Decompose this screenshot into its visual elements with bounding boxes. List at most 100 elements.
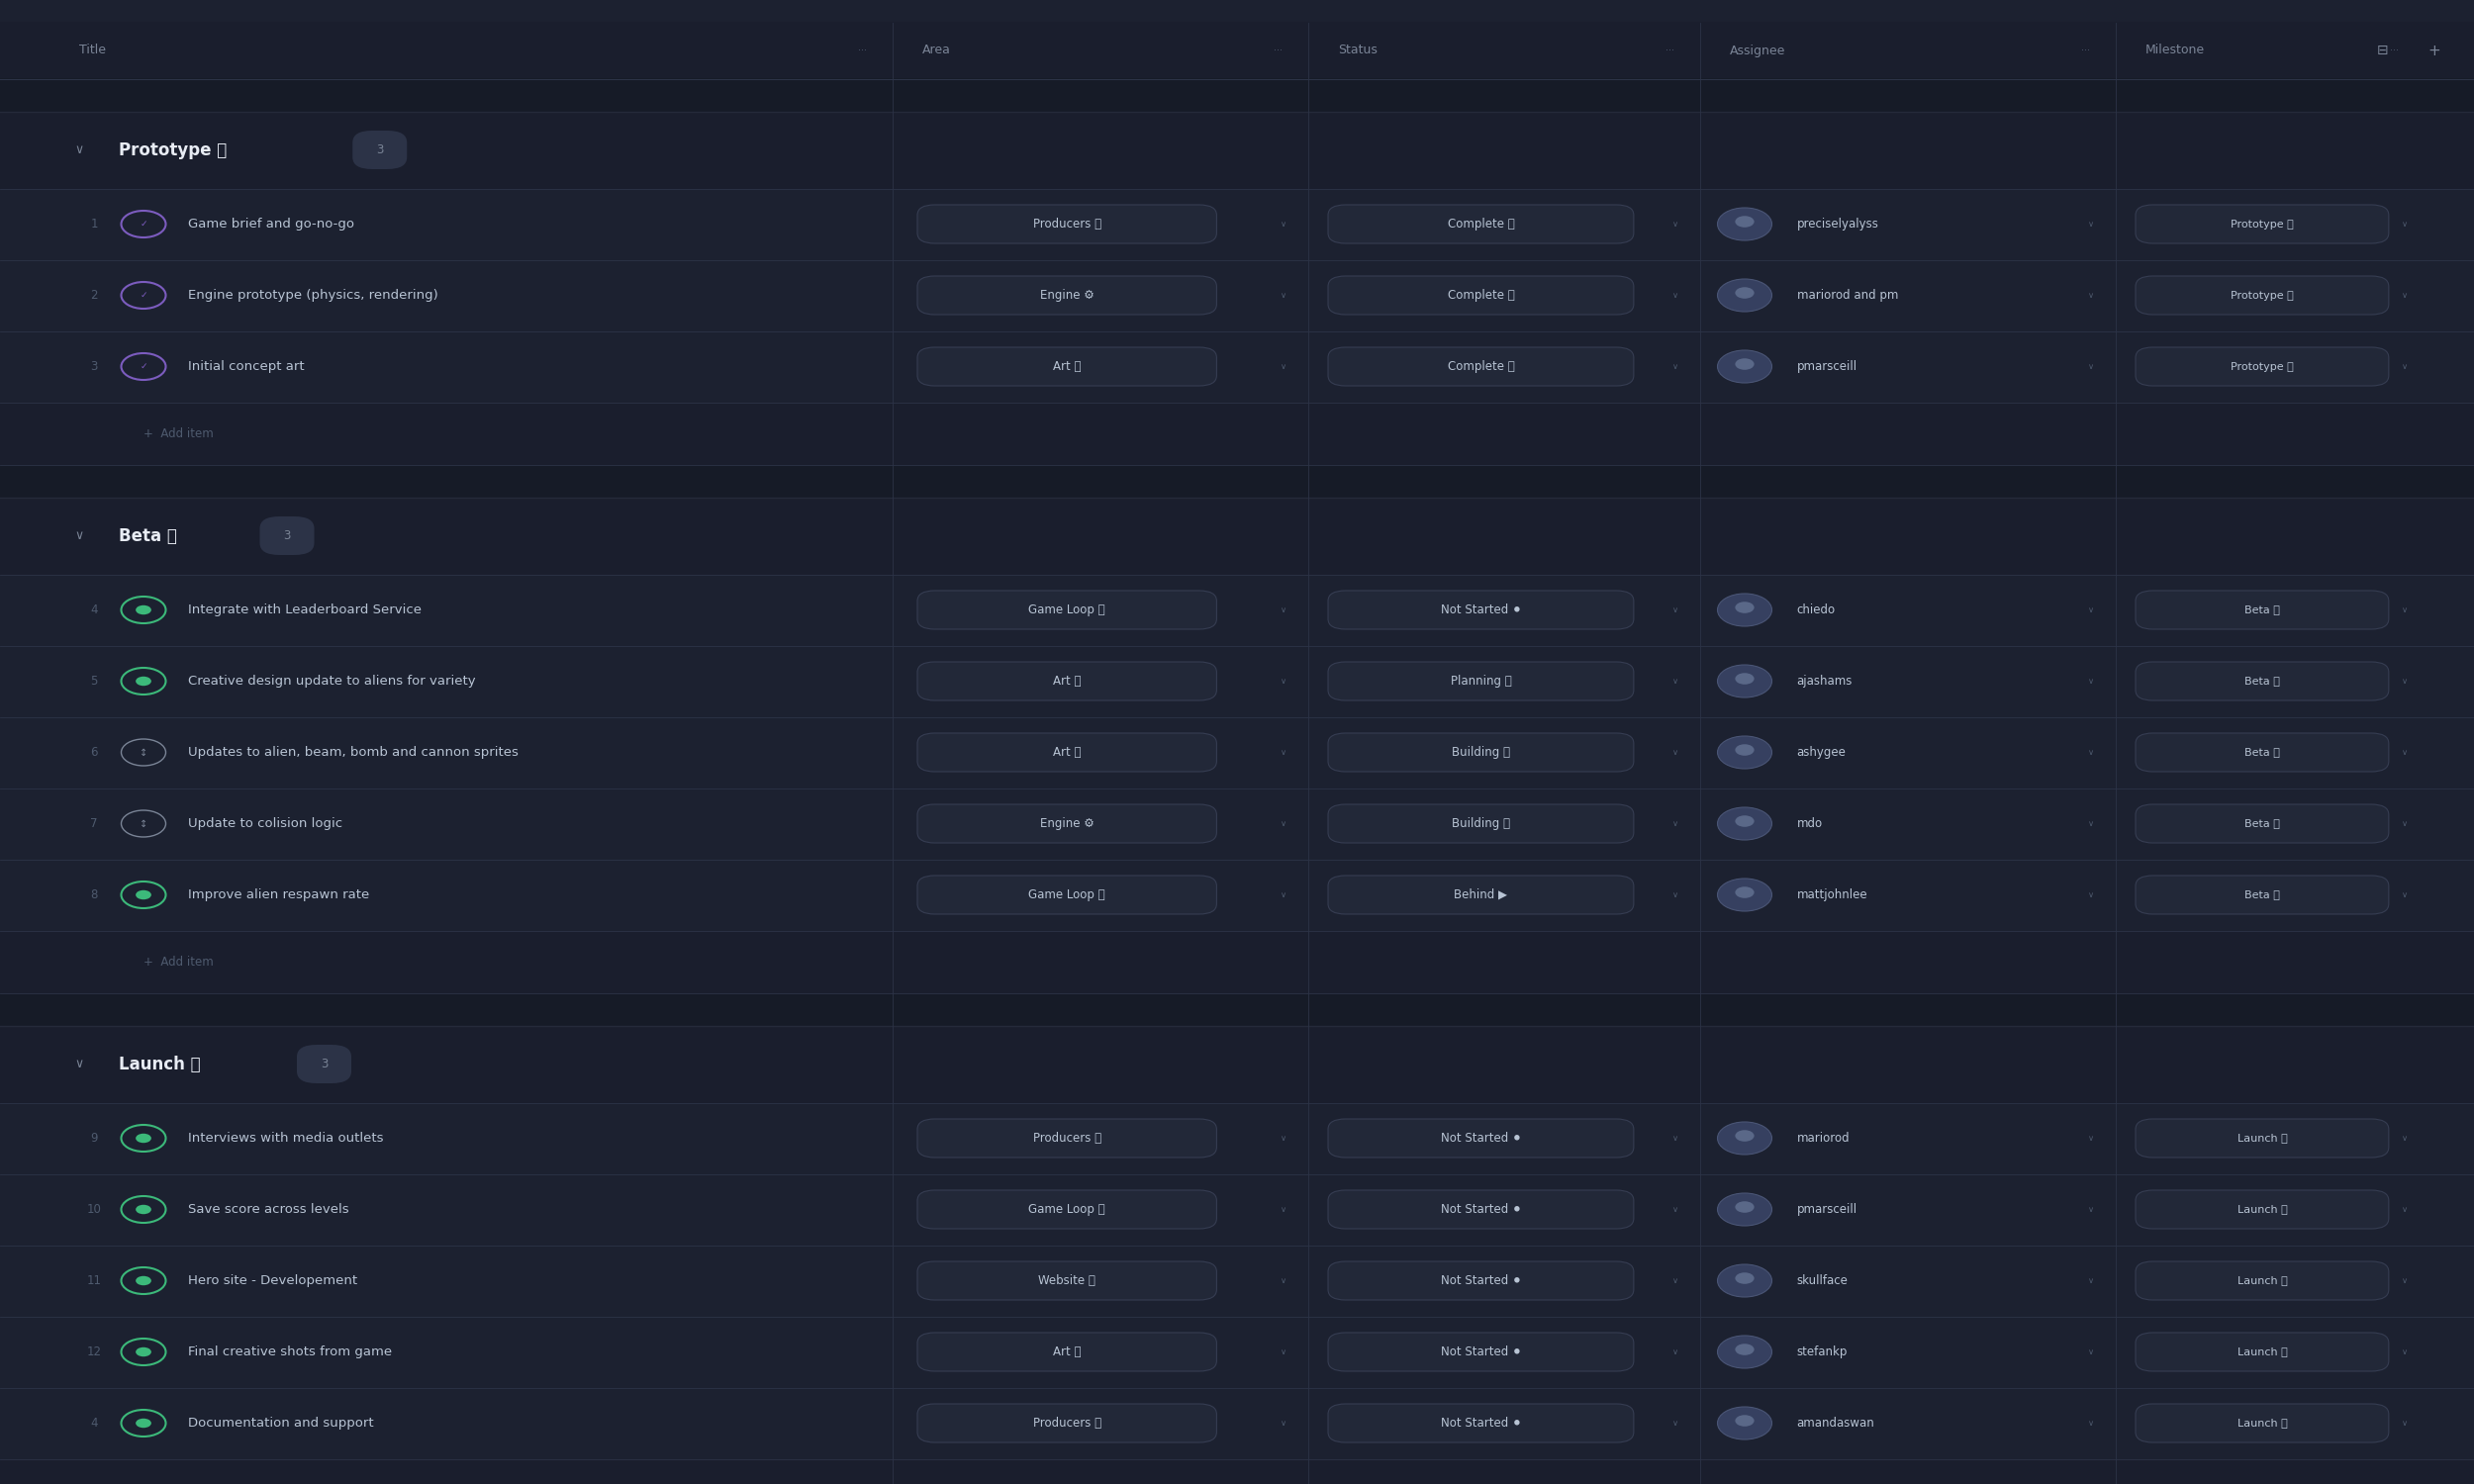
- Text: Not Started ⚫: Not Started ⚫: [1440, 1132, 1522, 1144]
- Text: pmarsceill: pmarsceill: [1796, 1204, 1858, 1215]
- Bar: [0, 788, 2474, 859]
- Text: ···: ···: [2390, 46, 2400, 55]
- FancyBboxPatch shape: [918, 733, 1217, 772]
- Text: Complete ✅: Complete ✅: [1447, 289, 1514, 301]
- Text: ∨: ∨: [2402, 1276, 2407, 1285]
- Text: Interviews with media outlets: Interviews with media outlets: [188, 1132, 383, 1144]
- Text: Planning 🗓️: Planning 🗓️: [1450, 675, 1512, 687]
- FancyBboxPatch shape: [2135, 1190, 2390, 1229]
- Text: ∨: ∨: [2402, 819, 2407, 828]
- Text: ∨: ∨: [2402, 890, 2407, 899]
- Text: Not Started ⚫: Not Started ⚫: [1440, 1204, 1522, 1215]
- Bar: [0, 188, 2474, 260]
- Text: ∨: ∨: [1672, 748, 1677, 757]
- Text: Documentation and support: Documentation and support: [188, 1417, 374, 1429]
- Text: ∨: ∨: [1282, 890, 1286, 899]
- Text: ∨: ∨: [1282, 291, 1286, 300]
- Text: ∨: ∨: [1282, 1419, 1286, 1428]
- FancyBboxPatch shape: [1329, 876, 1633, 914]
- Circle shape: [136, 605, 151, 614]
- Circle shape: [1734, 1416, 1754, 1426]
- FancyBboxPatch shape: [1329, 591, 1633, 629]
- Text: ∨: ∨: [2402, 1205, 2407, 1214]
- Text: Engine ⚙️: Engine ⚙️: [1039, 818, 1094, 830]
- FancyBboxPatch shape: [918, 1404, 1217, 1442]
- Circle shape: [1734, 603, 1754, 613]
- Text: ashygee: ashygee: [1796, 746, 1846, 758]
- FancyBboxPatch shape: [918, 662, 1217, 700]
- Circle shape: [1734, 288, 1754, 298]
- Text: Launch 🚀: Launch 🚀: [2236, 1276, 2288, 1285]
- Text: chiedo: chiedo: [1796, 604, 1836, 616]
- FancyBboxPatch shape: [2135, 876, 2390, 914]
- Text: ✓: ✓: [139, 362, 148, 371]
- Text: ∨: ∨: [1672, 890, 1677, 899]
- Circle shape: [136, 1205, 151, 1214]
- Circle shape: [1734, 1273, 1754, 1284]
- Text: ajashams: ajashams: [1796, 675, 1853, 687]
- Text: 3: 3: [285, 530, 289, 542]
- Text: ∨: ∨: [1672, 1205, 1677, 1214]
- FancyBboxPatch shape: [918, 876, 1217, 914]
- Text: Complete ✅: Complete ✅: [1447, 361, 1514, 372]
- Text: ∨: ∨: [74, 1058, 84, 1070]
- Text: ∨: ∨: [1672, 362, 1677, 371]
- Text: ∨: ∨: [1282, 677, 1286, 686]
- Bar: [0, 497, 2474, 574]
- Text: Behind ▶️: Behind ▶️: [1455, 889, 1507, 901]
- Text: Assignee: Assignee: [1729, 45, 1786, 56]
- Circle shape: [136, 1134, 151, 1143]
- Text: stefankp: stefankp: [1796, 1346, 1848, 1358]
- Bar: [0, 1245, 2474, 1316]
- Circle shape: [1717, 807, 1771, 840]
- Text: Improve alien respawn rate: Improve alien respawn rate: [188, 889, 369, 901]
- Text: ✓: ✓: [139, 220, 148, 229]
- Text: 4: 4: [92, 1417, 99, 1429]
- Text: ∨: ∨: [2402, 362, 2407, 371]
- FancyBboxPatch shape: [1329, 276, 1633, 315]
- Text: Art 🌈: Art 🌈: [1054, 675, 1081, 687]
- Circle shape: [1717, 1122, 1771, 1155]
- Circle shape: [136, 1347, 151, 1356]
- Text: Prototype 🦖: Prototype 🦖: [2232, 220, 2293, 229]
- Text: Milestone: Milestone: [2145, 45, 2204, 56]
- Text: Beta 🌱: Beta 🌱: [2244, 748, 2281, 757]
- Text: ∨: ∨: [1672, 819, 1677, 828]
- Circle shape: [1717, 208, 1771, 240]
- Text: ···: ···: [858, 46, 868, 55]
- FancyBboxPatch shape: [1329, 1404, 1633, 1442]
- Text: ∨: ∨: [2088, 220, 2093, 229]
- Circle shape: [1734, 359, 1754, 370]
- Bar: [0, 646, 2474, 717]
- Text: ∨: ∨: [2402, 677, 2407, 686]
- Bar: [0, 1174, 2474, 1245]
- Text: ∨: ∨: [2402, 748, 2407, 757]
- Bar: [0, 717, 2474, 788]
- Text: Launch 🚀: Launch 🚀: [2236, 1205, 2288, 1214]
- Text: Initial concept art: Initial concept art: [188, 361, 304, 372]
- Text: ∨: ∨: [1282, 220, 1286, 229]
- Text: ∨: ∨: [2402, 291, 2407, 300]
- Text: 1: 1: [92, 218, 99, 230]
- Text: ↕: ↕: [139, 748, 148, 757]
- Text: ∨: ∨: [1282, 1134, 1286, 1143]
- Text: ∨: ∨: [1672, 1134, 1677, 1143]
- Bar: [0, 1103, 2474, 1174]
- Text: Hero site - Developement: Hero site - Developement: [188, 1275, 356, 1287]
- FancyBboxPatch shape: [1329, 733, 1633, 772]
- Text: ∨: ∨: [2088, 677, 2093, 686]
- Text: Engine ⚙️: Engine ⚙️: [1039, 289, 1094, 301]
- Text: Launch 🚀: Launch 🚀: [119, 1055, 200, 1073]
- Text: ⊟: ⊟: [2378, 43, 2387, 58]
- Text: Title: Title: [79, 45, 106, 56]
- Text: ∨: ∨: [1672, 1419, 1677, 1428]
- FancyBboxPatch shape: [2135, 1404, 2390, 1442]
- Text: Art 🌈: Art 🌈: [1054, 1346, 1081, 1358]
- Text: +  Add item: + Add item: [143, 956, 213, 968]
- Text: ∨: ∨: [2402, 1347, 2407, 1356]
- Bar: [0, 79, 2474, 111]
- Text: skullface: skullface: [1796, 1275, 1848, 1287]
- Text: Prototype 🦖: Prototype 🦖: [119, 141, 228, 159]
- FancyBboxPatch shape: [918, 276, 1217, 315]
- Text: Producers 🎬: Producers 🎬: [1032, 1417, 1101, 1429]
